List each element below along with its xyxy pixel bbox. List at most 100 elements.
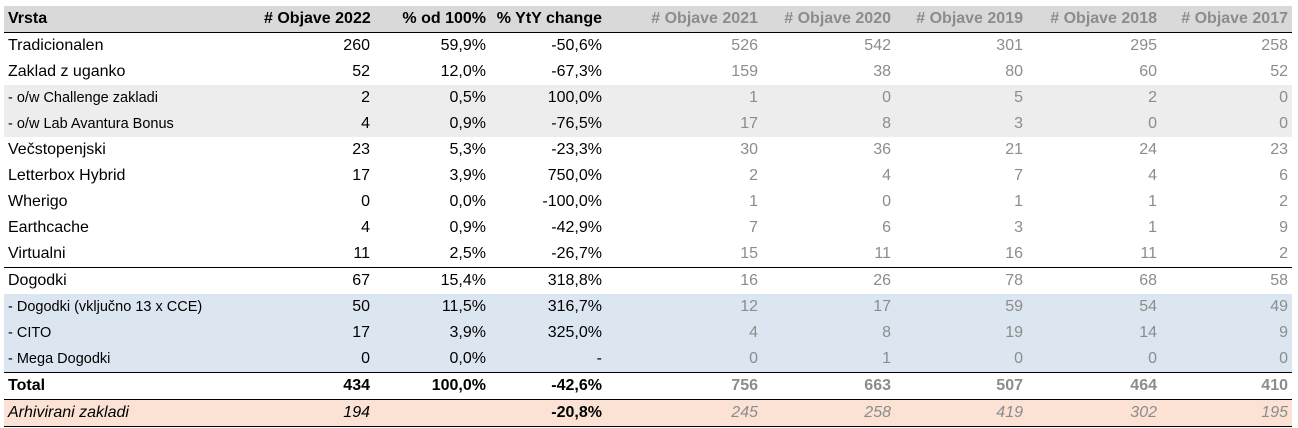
table-cell: 17 [352,167,370,184]
table-cell: 23 [1270,141,1288,158]
table-cell: 4 [361,115,370,132]
table-cell: 0 [1148,350,1157,367]
column-header: Vrsta [8,10,48,27]
table-cell: 318,8% [547,272,602,289]
table-cell: 302 [1130,404,1157,421]
row-label: Total [8,377,46,394]
table-cell: 434 [343,377,370,394]
table-cell: 0,0% [449,350,486,367]
row-label: - Mega Dogodki [8,351,111,367]
table-row: - Mega Dogodki 0 0,0% - 0 1 0 0 0 [4,346,1292,373]
table-row: Virtualni 11 2,5% -26,7% 15 11 16 11 2 [4,241,1292,268]
table-cell: 0 [882,89,891,106]
table-cell [374,400,490,427]
table-cell: 0 [1279,115,1288,132]
table-cell: 15,4% [440,272,486,289]
table-cell: 30 [740,141,758,158]
row-label: Letterbox Hybrid [8,167,126,184]
table-row: Letterbox Hybrid 17 3,9% 750,0% 2 4 7 4 6 [4,163,1292,189]
table-cell: 316,7% [547,298,602,315]
table-cell: 0 [361,350,370,367]
table-cell: 258 [864,404,891,421]
column-header: # Objave 2019 [916,10,1023,27]
table-cell: 3,9% [449,324,486,341]
table-cell: 68 [1139,272,1157,289]
table-cell: 7 [749,219,758,236]
table-cell: 0 [1279,350,1288,367]
table-cell: 0 [1148,115,1157,132]
table-cell: 0,0% [449,193,486,210]
table-cell: 750,0% [547,167,602,184]
table-cell: 0 [749,350,758,367]
row-label: - Dogodki (vključno 13 x CCE) [8,299,203,315]
table-cell: 6 [1279,167,1288,184]
table-row: Tradicionalen 260 59,9% -50,6% 526 542 301 295 2… [4,33,1292,60]
table-cell: 11 [353,245,370,262]
table-cell: -50,6% [551,37,602,54]
table-cell: 26 [873,272,891,289]
row-label: Virtualni [8,245,66,262]
table-cell: 8 [882,324,891,341]
table-cell: 2,5% [449,245,486,262]
header-row: Vrsta # Objave 2022 % od 100% % YtY change #… [4,6,1292,33]
table-cell: 464 [1130,377,1157,394]
column-header: % od 100% [402,10,486,27]
column-header: # Objave 2020 [784,10,891,27]
table-cell: 12,0% [440,63,486,80]
column-header: # Objave 2018 [1050,10,1157,27]
table-cell: 194 [343,404,370,421]
table-cell: 100,0% [431,377,486,394]
row-label: - CITO [8,325,52,341]
table-cell: 4 [361,219,370,236]
table-cell: 9 [1279,324,1288,341]
geocache-stats-table: Vrsta # Objave 2022 % od 100% % YtY change #… [4,6,1292,427]
table-cell: 1 [749,89,758,106]
row-label: Zaklad z uganko [8,63,126,80]
table-cell: 756 [731,377,758,394]
table-row: Zaklad z uganko 52 12,0% -67,3% 159 38 80 60 52 [4,59,1292,85]
table-cell: - [596,350,602,367]
row-label: Dogodki [8,272,67,289]
table-cell: 54 [1139,298,1157,315]
table-cell: 1 [1148,193,1157,210]
table-cell: 52 [1270,63,1288,80]
table-cell: 295 [1130,37,1157,54]
table-cell: 4 [749,324,758,341]
table-cell: 50 [352,298,370,315]
table-cell: 59,9% [440,37,486,54]
table-cell: 80 [1005,63,1023,80]
table-cell: -42,9% [551,219,602,236]
row-label: - o/w Lab Avantura Bonus [8,116,174,132]
table-cell: 2 [1279,245,1288,262]
table-cell: 3 [1014,115,1023,132]
table-cell: 1 [882,350,891,367]
table-cell: 100,0% [547,89,602,106]
table-cell: 36 [873,141,891,158]
table-cell: -26,7% [551,245,602,262]
table-cell: 0 [1014,350,1023,367]
table-cell: 260 [343,37,370,54]
table-cell: 542 [864,37,891,54]
table-row: Wherigo 0 0,0% -100,0% 1 0 1 1 2 [4,189,1292,215]
table-cell: 419 [996,404,1023,421]
table-cell: 2 [1148,89,1157,106]
table-cell: 78 [1005,272,1023,289]
table-cell: 0,5% [449,89,486,106]
table-cell: 526 [731,37,758,54]
table-cell: 24 [1139,141,1157,158]
table-cell: 5,3% [449,141,486,158]
table-cell: 58 [1270,272,1288,289]
table-cell: 12 [740,298,758,315]
table-cell: 245 [731,404,758,421]
table-cell: 67 [352,272,370,289]
table-cell: 19 [1005,324,1023,341]
table-cell: -76,5% [551,115,602,132]
table-cell: 0 [1279,89,1288,106]
table-cell: 49 [1270,298,1288,315]
stats-table-container: Vrsta # Objave 2022 % od 100% % YtY change #… [4,6,1292,427]
table-cell: -23,3% [551,141,602,158]
table-cell: 21 [1005,141,1023,158]
table-cell: 52 [352,63,370,80]
table-cell: 14 [1139,324,1157,341]
table-cell: 1 [1148,219,1157,236]
